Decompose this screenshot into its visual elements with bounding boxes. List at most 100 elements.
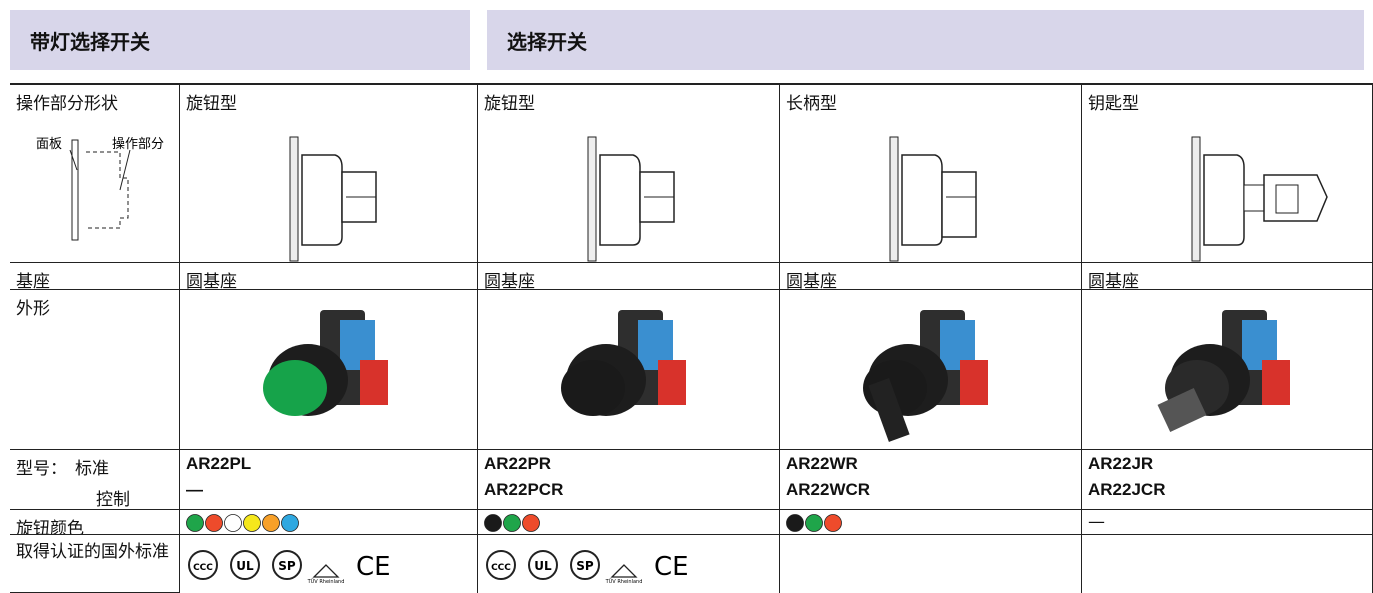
key-shaft (1244, 185, 1264, 211)
label-line: 型号： 标准 (16, 454, 173, 479)
sub-label: 控制 (96, 485, 173, 510)
row-label-text: 外形 (16, 294, 173, 319)
base-cell: 圆基座 (1082, 263, 1373, 290)
illustration: CCC UL SP TÜV Rheinland CE (486, 545, 746, 585)
sub-label: 标准 (75, 459, 109, 479)
row-label: 基座 (10, 263, 180, 290)
color-swatch (485, 515, 502, 532)
knob (263, 360, 327, 416)
row-label-text: 旋钮颜色 (16, 514, 173, 535)
section-header: 选择开关 (487, 10, 1364, 70)
row-label: 外形 (10, 290, 180, 450)
contact-red (658, 360, 686, 405)
illustration (1192, 127, 1342, 267)
cert-logo-text: UL (534, 559, 552, 573)
panel (72, 140, 78, 240)
key-head (1264, 175, 1327, 221)
shape-name: 旋钮型 (186, 89, 471, 114)
model-standard: AR22WR (786, 454, 1075, 474)
illustration (290, 127, 440, 267)
body (902, 155, 942, 245)
tuv-mark (612, 565, 636, 577)
tuv-mark (314, 565, 338, 577)
cert-logo-text: CE (654, 552, 689, 582)
color-swatch (523, 515, 540, 532)
knob (561, 360, 625, 416)
color-swatch (187, 515, 204, 532)
row-label: 取得认证的国外标准 (10, 535, 180, 593)
base-cell: 圆基座 (180, 263, 478, 290)
color-swatch (244, 515, 261, 532)
diagram-label: 操作部分 (112, 136, 164, 152)
cert-cell (780, 535, 1082, 593)
diagram-label: 面板 (36, 137, 62, 152)
color-swatch (806, 515, 823, 532)
cert-logo-text: CCC (193, 563, 213, 573)
illustration (850, 300, 1000, 445)
row-label-text: 操作部分形状 (16, 89, 173, 114)
model-cell: AR22PL — (180, 450, 478, 510)
illustration (250, 300, 400, 445)
cert-logo-text: SP (278, 559, 296, 573)
model-cell: AR22PR AR22PCR (478, 450, 780, 510)
row-label-text: 型号： (16, 459, 67, 479)
illustration: 面板 操作部分 (20, 130, 180, 250)
color-swatch (282, 515, 299, 532)
shape-name: 长柄型 (786, 89, 1075, 114)
model-control: AR22JCR (1088, 480, 1366, 500)
cert-logo-text: SP (576, 559, 594, 573)
illustration (548, 300, 698, 445)
row-label-text: 基座 (16, 267, 173, 290)
color-cell: — (1082, 510, 1373, 535)
model-cell: AR22WR AR22WCR (780, 450, 1082, 510)
panel (890, 137, 898, 261)
contact-red (1262, 360, 1290, 405)
illustration (890, 127, 1040, 267)
illustration (1152, 300, 1302, 445)
cert-logo-text: CCC (491, 563, 511, 573)
color-swatch (504, 515, 521, 532)
model-control: AR22PCR (484, 480, 773, 500)
panel (1192, 137, 1200, 261)
model-standard: AR22PL (186, 454, 471, 474)
model-control: — (186, 480, 471, 500)
contact-red (960, 360, 988, 405)
section-header: 带灯选择开关 (10, 10, 470, 70)
color-swatch (787, 515, 804, 532)
panel (290, 137, 298, 261)
base-cell: 圆基座 (478, 263, 780, 290)
body (600, 155, 640, 245)
illustration (484, 513, 684, 533)
illustration (786, 513, 986, 533)
illustration (186, 513, 386, 533)
panel (588, 137, 596, 261)
row-label-text: 取得认证的国外标准 (16, 539, 173, 565)
cert-logo-text: TÜV Rheinland (307, 578, 345, 585)
cert-logo-text: TÜV Rheinland (605, 578, 643, 585)
model-cell: AR22JR AR22JCR (1082, 450, 1373, 510)
illustration (588, 127, 738, 267)
body (1204, 155, 1244, 245)
model-standard: AR22JR (1088, 454, 1366, 474)
cert-logo-text: CE (356, 552, 391, 582)
knob (942, 172, 976, 237)
model-control: AR22WCR (786, 480, 1075, 500)
shape-name: 旋钮型 (484, 89, 773, 114)
contact-red (360, 360, 388, 405)
color-swatch (825, 515, 842, 532)
row-label: 型号： 标准控制 (10, 450, 180, 510)
operator-outline (86, 152, 128, 228)
cert-logo-text: UL (236, 559, 254, 573)
color-swatch (225, 515, 242, 532)
base-cell: 圆基座 (780, 263, 1082, 290)
row-label: 旋钮颜色 (10, 510, 180, 535)
body (302, 155, 342, 245)
illustration: CCC UL SP TÜV Rheinland CE (188, 545, 448, 585)
none-text: — (1088, 512, 1366, 532)
model-standard: AR22PR (484, 454, 773, 474)
color-swatch (263, 515, 280, 532)
shape-name: 钥匙型 (1088, 89, 1366, 114)
cert-cell (1082, 535, 1373, 593)
color-swatch (206, 515, 223, 532)
